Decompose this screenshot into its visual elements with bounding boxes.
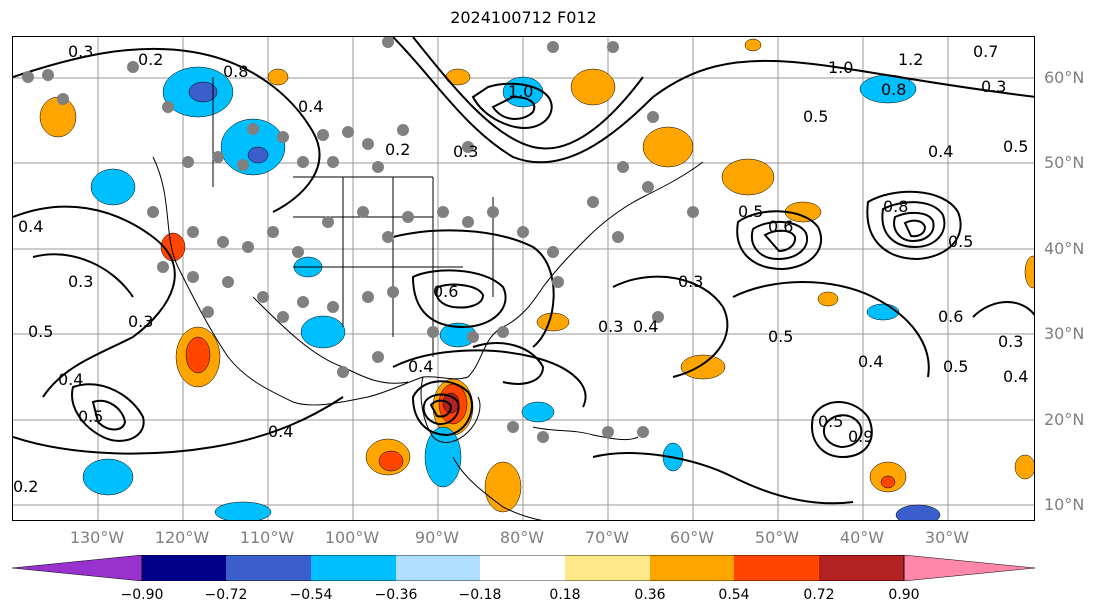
colorbar-tick: 0.90: [888, 587, 920, 603]
colorbar-tick: 0.36: [634, 587, 666, 603]
map-title: 2024100712 F012: [450, 8, 597, 27]
lon-label-120w: 120°W: [154, 528, 210, 547]
contour-label: 0.2: [138, 50, 163, 69]
map-svg: 0.3 0.2 0.8 0.4 0.2 0.3 1.0 1.2 1.0 0.8 …: [13, 37, 1034, 520]
contour-label: 0.4: [58, 370, 83, 389]
contour-label: 0.5: [803, 107, 828, 126]
contour-label: 0.7: [973, 42, 998, 61]
contour-label: 0.5: [768, 327, 793, 346]
contour-label: 0.3: [453, 142, 478, 161]
colorbar-segment-over: [903, 555, 1035, 581]
anomaly-fills: [39, 38, 1034, 520]
colorbar-segment: [311, 555, 396, 581]
contour-label: 0.5: [738, 202, 763, 221]
contour-label: 0.8: [881, 80, 906, 99]
lat-label-50n: 50°N: [1044, 153, 1085, 172]
contour-label: 0.3: [998, 332, 1023, 351]
contour-labels: 0.3 0.2 0.8 0.4 0.2 0.3 1.0 1.2 1.0 0.8 …: [13, 42, 1028, 496]
colorbar-segment: [650, 555, 734, 581]
lon-label-90w: 90°W: [414, 528, 460, 547]
contour-label: 1.0: [508, 82, 533, 101]
colorbar-tick: 0.72: [803, 587, 835, 603]
contour-label: 0.9: [848, 427, 873, 446]
contour-label: 0.6: [938, 307, 963, 326]
contour-label: 0.2: [13, 477, 38, 496]
colorbar-tick: −0.72: [204, 587, 248, 603]
contour-label: 0.4: [633, 317, 658, 336]
lon-label-60w: 60°W: [669, 528, 715, 547]
colorbar-segment: [565, 555, 650, 581]
lon-label-100w: 100°W: [324, 528, 380, 547]
contour-label: 0.4: [928, 142, 953, 161]
contour-label: 0.4: [18, 217, 43, 236]
contour-label: 0.5: [943, 357, 968, 376]
contour-label: 0.3: [598, 317, 623, 336]
map-panel: 0.3 0.2 0.8 0.4 0.2 0.3 1.0 1.2 1.0 0.8 …: [12, 36, 1035, 521]
contour-label: 0.5: [28, 322, 53, 341]
lon-label-110w: 110°W: [239, 528, 295, 547]
lon-label-130w: 130°W: [69, 528, 125, 547]
contour-label: 0.4: [298, 97, 323, 116]
colorbar-tick: 0.54: [718, 587, 750, 603]
contour-label: 0.4: [858, 352, 883, 371]
contour-label: 0.3: [678, 272, 703, 291]
colorbar-segment: [734, 555, 819, 581]
contours: [13, 37, 1034, 505]
contour-label: 0.4: [268, 422, 293, 441]
colorbar-segment: [480, 555, 565, 581]
contour-label: 1.2: [898, 50, 923, 69]
contour-label: 0.3: [68, 272, 93, 291]
contour-label: 0.3: [128, 312, 153, 331]
lon-label-30w: 30°W: [924, 528, 970, 547]
coastlines: [152, 77, 704, 520]
contour-label: 0.3: [68, 42, 93, 61]
contour-label: 0.2: [385, 140, 410, 159]
colorbar: [12, 555, 1035, 581]
colorbar-segment: [226, 555, 311, 581]
lon-label-80w: 80°W: [499, 528, 545, 547]
contour-label: 0.6: [433, 282, 458, 301]
contour-label: 0.8: [883, 197, 908, 216]
contour-label: 0.5: [1003, 137, 1028, 156]
colorbar-tick: −0.18: [458, 587, 502, 603]
colorbar-segment: [819, 555, 904, 581]
contour-label: 0.8: [223, 62, 248, 81]
colorbar-tick: −0.54: [289, 587, 333, 603]
lat-label-20n: 20°N: [1044, 410, 1085, 429]
colorbar-segment-under: [12, 555, 143, 581]
contour-label: 0.4: [1003, 367, 1028, 386]
lat-label-30n: 30°N: [1044, 324, 1085, 343]
contour-label: 0.3: [981, 77, 1006, 96]
contour-label: 0.5: [818, 412, 843, 431]
contour-label: 0.5: [948, 232, 973, 251]
contour-label: 0.4: [408, 357, 433, 376]
lat-label-60n: 60°N: [1044, 68, 1085, 87]
lon-label-50w: 50°W: [754, 528, 800, 547]
lon-label-70w: 70°W: [584, 528, 630, 547]
colorbar-tick: −0.36: [374, 587, 418, 603]
contour-label: 0.5: [78, 407, 103, 426]
contour-label: 1.0: [828, 58, 853, 77]
lon-label-40w: 40°W: [839, 528, 885, 547]
lat-label-10n: 10°N: [1044, 495, 1085, 514]
station-dots: [22, 37, 699, 443]
colorbar-segment: [142, 555, 226, 581]
lat-label-40n: 40°N: [1044, 239, 1085, 258]
colorbar-tick: −0.90: [120, 587, 164, 603]
colorbar-tick: 0.18: [549, 587, 581, 603]
colorbar-segment: [396, 555, 480, 581]
contour-label: 0.6: [768, 217, 793, 236]
